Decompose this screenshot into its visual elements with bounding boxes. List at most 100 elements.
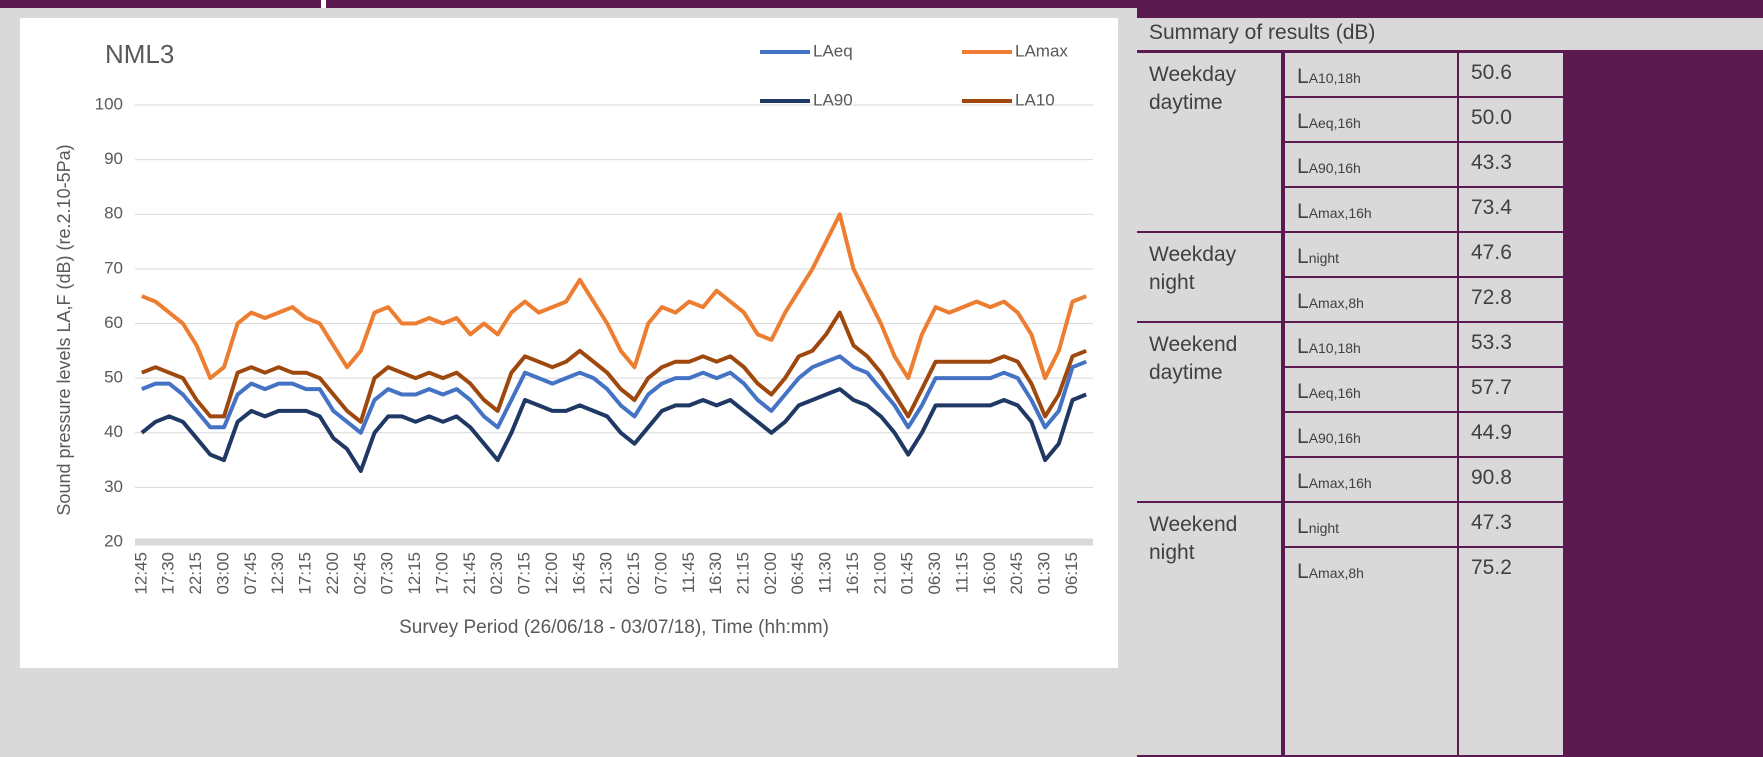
x-tick-label: 11:45 [679,552,698,593]
x-tick-label: 21:30 [597,552,616,595]
metric-symbol: L [1297,245,1309,268]
metric-cell: LAeq,16h [1285,368,1457,411]
value-cell: 57.7 [1459,368,1563,411]
x-axis-label: Survey Period (26/06/18 - 03/07/18), Tim… [399,617,829,638]
y-axis-label: Sound pressure levels LA,F (dB) (re.2.10… [54,144,74,515]
x-tick-label: 02:45 [350,552,369,595]
metric-symbol: L [1297,380,1309,403]
x-tick-label: 17:30 [159,552,178,595]
y-tick-label: 40 [104,422,123,441]
series-line [140,387,1087,473]
metric-symbol: L [1297,470,1309,493]
x-tick-label: 07:45 [241,552,260,595]
summary-table: Summary of results (dB) Weekday daytime LA… [1137,8,1763,757]
y-tick-label: 60 [104,313,123,332]
value-cell: 47.3 [1459,503,1563,546]
metric-cell: LA10,18h [1285,323,1457,366]
x-tick-label: 16:00 [980,552,999,595]
x-tick-label: 17:00 [432,552,451,595]
metric-subscript: A10,18h [1308,70,1361,86]
value-cell: 44.9 [1459,413,1563,456]
y-tick-label: 30 [104,477,123,496]
metric-cell: LAeq,16h [1285,98,1457,141]
period-cell: Weekday daytime [1137,53,1281,231]
period-cell: Weekday night [1137,233,1281,321]
x-tick-label: 07:30 [378,552,397,595]
value-cell: 75.2 [1459,548,1563,755]
metric-subscript: A90,16h [1308,160,1361,176]
x-tick-label: 22:15 [186,552,205,595]
metric-cell: Lnight [1285,233,1457,276]
x-tick-label: 02:30 [487,552,506,595]
metric-symbol: L [1297,515,1309,538]
x-tick-label: 12:00 [542,552,561,595]
top-bar-gap [321,0,326,8]
period-cell: Weekend daytime [1137,323,1281,501]
top-bar [0,0,1763,8]
y-tick-label: 20 [104,531,123,550]
x-tick-label: 21:00 [870,552,889,595]
y-tick-label: 80 [104,204,123,223]
series-line [141,310,1087,424]
legend-label: LA10 [1015,90,1055,109]
value-cell: 43.3 [1459,143,1563,186]
table-title: Summary of results (dB) [1137,18,1763,50]
value-cell: 47.6 [1459,233,1563,276]
legend-label: LAmax [1015,41,1068,60]
x-tick-label: 07:00 [651,552,670,595]
series-line [141,212,1087,381]
metric-symbol: L [1297,65,1309,88]
metric-symbol: L [1297,425,1309,448]
metric-symbol: L [1297,110,1309,133]
chart: NML3 Sound pressure levels LA,F (dB) (re… [54,39,1093,638]
x-tick-label: 16:30 [706,552,725,595]
metric-symbol: L [1297,335,1309,358]
x-tick-label: 07:15 [515,552,534,595]
y-tick-label: 50 [104,368,123,387]
metric-subscript: Amax,8h [1308,295,1364,311]
metric-cell: Lnight [1285,503,1457,546]
x-tick-label: 01:45 [898,552,917,595]
x-tick-label: 17:15 [296,552,315,595]
metric-cell: LAmax,8h [1285,278,1457,321]
metric-subscript: A10,18h [1308,340,1361,356]
metric-cell: LAmax,16h [1285,188,1457,231]
x-tick-label: 01:30 [1035,552,1054,595]
metric-subscript: night [1308,250,1340,266]
metric-cell: LA10,18h [1285,53,1457,96]
value-cell: 50.6 [1459,53,1563,96]
x-tick-label: 06:15 [1062,552,1081,595]
metric-cell: LAmax,8h [1285,548,1457,755]
metric-cell: LA90,16h [1285,143,1457,186]
metric-symbol: L [1297,155,1309,178]
value-cell: 73.4 [1459,188,1563,231]
x-tick-label: 11:15 [952,552,971,593]
x-tick-label: 16:45 [569,552,588,595]
x-tick-label: 21:45 [460,552,479,595]
metric-symbol: L [1297,290,1309,313]
y-tick-label: 100 [95,94,123,113]
metric-subscript: Aeq,16h [1308,115,1361,131]
x-tick-label: 02:00 [761,552,780,595]
legend-label: LAeq [813,41,853,60]
chart-panel: NML3 Sound pressure levels LA,F (dB) (re… [20,18,1118,668]
x-tick-label: 21:15 [733,552,752,595]
value-cell: 50.0 [1459,98,1563,141]
x-tick-label: 06:30 [925,552,944,595]
x-tick-label: 20:45 [1007,552,1026,595]
metric-subscript: A90,16h [1308,430,1361,446]
metric-subscript: Amax,16h [1308,205,1372,221]
legend-label: LA90 [813,90,853,109]
x-tick-label: 16:15 [843,552,862,595]
y-tick-label: 90 [104,149,123,168]
period-cell: Weekend night [1137,503,1281,755]
x-tick-label: 11:30 [816,552,835,593]
metric-cell: LA90,16h [1285,413,1457,456]
x-tick-label: 12:15 [405,552,424,595]
metric-symbol: L [1297,200,1309,223]
x-tick-label: 12:45 [131,552,150,595]
metric-subscript: Amax,16h [1308,475,1372,491]
x-tick-label: 02:15 [624,552,643,595]
series-line [141,354,1087,435]
